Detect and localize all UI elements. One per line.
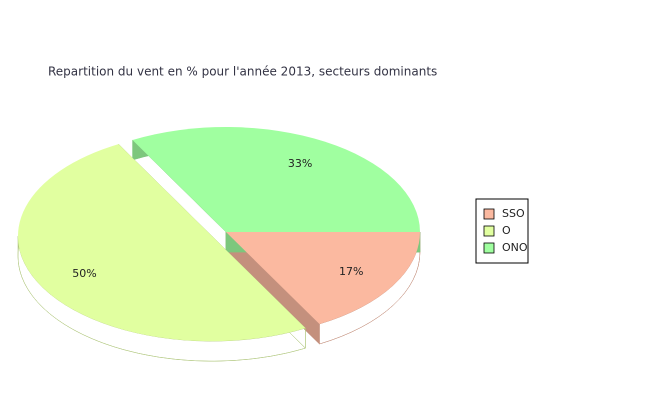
data-label: 33% (288, 157, 312, 170)
slice (17, 144, 306, 342)
chart-title: Repartition du vent en % pour l'année 20… (48, 65, 437, 79)
slice (132, 126, 420, 232)
legend-swatch (483, 225, 495, 237)
data-label: 50% (72, 267, 96, 280)
slice (226, 232, 420, 325)
legend: SSO O ONO (483, 207, 528, 254)
legend-label: O (502, 224, 511, 237)
data-label: 17% (339, 265, 363, 278)
pie-tops: 17% 50% 33% (17, 126, 420, 342)
legend-label: SSO (502, 207, 525, 220)
legend-swatch (483, 208, 495, 220)
legend-label: ONO (502, 241, 528, 254)
legend-swatch (483, 242, 495, 254)
